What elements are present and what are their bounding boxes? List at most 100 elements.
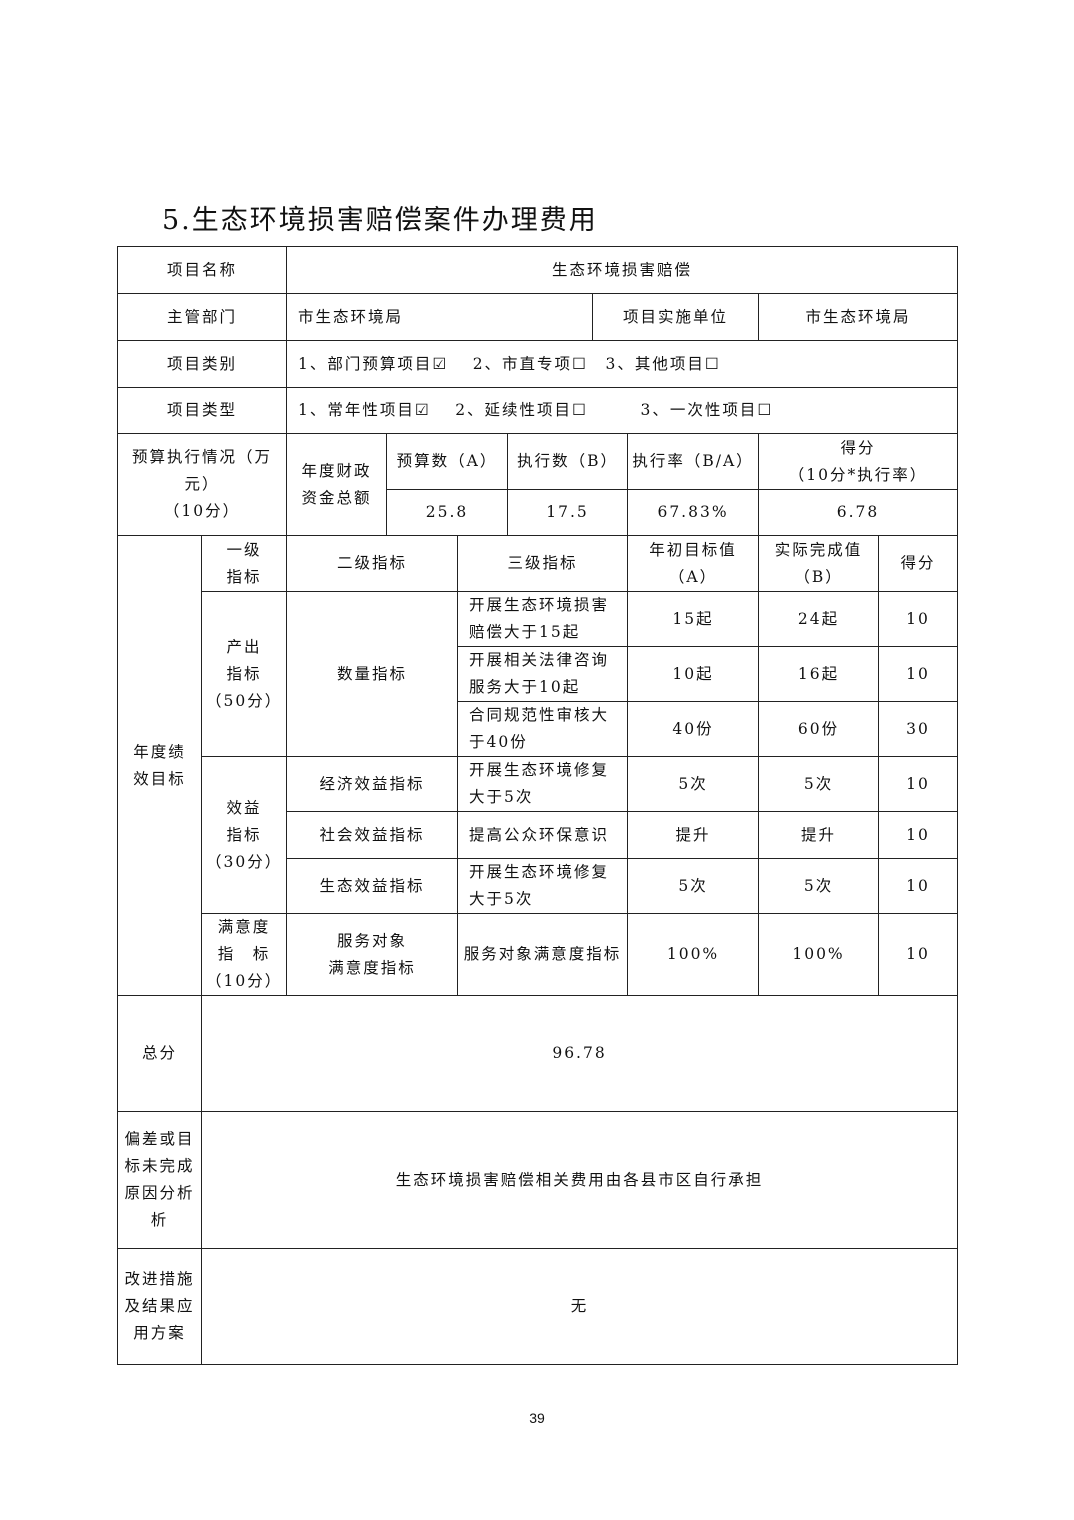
table-row: 开展相关法律咨询服务大于10起 10起 16起 10 xyxy=(118,646,959,702)
budget-amount: 25.8 xyxy=(386,489,509,536)
deviation: 生态环境损害赔偿相关费用由各县市区自行承担 xyxy=(200,1111,959,1249)
table-row: 产出 指标 （50分） 数量指标 开展生态环境损害赔偿大于15起 15起 24起 1… xyxy=(118,591,959,757)
page-number: 39 xyxy=(529,1410,545,1426)
total-funds-label-1: 年度财政 xyxy=(301,461,372,480)
total-funds-label-2: 资金总额 xyxy=(301,488,372,507)
benefit-l1-c: （30分） xyxy=(206,852,283,871)
table-row: 满意度指 标 （10分） 服务对象 满意度指标 服务对象满意度指标 100% 100… xyxy=(118,913,959,996)
exec-amount-label: 执行数（B） xyxy=(507,433,629,490)
dept-label: 主管部门 xyxy=(116,293,288,341)
l2: 社会效益指标 xyxy=(286,811,459,859)
benefit-l1-b: 指标 xyxy=(226,825,262,844)
target: 100% xyxy=(627,913,760,996)
target: 提升 xyxy=(627,811,760,859)
satisfaction-l2-b: 满意度指标 xyxy=(328,958,416,977)
impl-label: 项目实施单位 xyxy=(592,293,760,341)
satisfaction-l1-c: （10分） xyxy=(206,972,283,990)
header-actual: 实际完成值 （B） xyxy=(758,535,880,592)
budget-score-label: 得分 （10分*执行率） xyxy=(758,433,959,490)
budget-label-1: 预算执行情况（万 xyxy=(132,448,273,466)
score: 10 xyxy=(878,858,959,914)
actual: 16起 xyxy=(758,646,880,702)
score: 10 xyxy=(878,811,959,859)
header-l1-b: 指标 xyxy=(226,567,262,586)
target: 5次 xyxy=(627,858,760,914)
satisfaction-l1-a: 满意度 xyxy=(217,918,271,936)
satisfaction-l1-b: 指 标 xyxy=(217,945,271,963)
category: 1、部门预算项目☑ 2、市直专项☐ 3、其他项目☐ xyxy=(286,340,959,388)
table-row: 生态效益指标 开展生态环境修复大于5次 5次 5次 10 xyxy=(118,858,959,914)
header-target-a: 年初目标值 xyxy=(649,540,737,559)
l2: 经济效益指标 xyxy=(286,756,459,812)
budget-label-3: （10分） xyxy=(163,502,241,520)
budget-label: 预算执行情况（万 元） （10分） xyxy=(116,433,288,536)
l3: 开展相关法律咨询服务大于10起 xyxy=(457,646,629,702)
target: 5次 xyxy=(627,756,760,812)
exec-amount: 17.5 xyxy=(507,489,629,536)
deviation-label: 偏差或目标未完成原因分析析 xyxy=(117,1111,202,1249)
target: 10起 xyxy=(627,646,760,702)
satisfaction-l1: 满意度指 标 （10分） xyxy=(200,913,288,996)
satisfaction-l2-a: 服务对象 xyxy=(337,931,408,950)
total-score: 96.78 xyxy=(200,995,959,1112)
performance-table: 项目名称 生态环境损害赔偿 主管部门 市生态环境局 项目实施单位 市生态环境局 … xyxy=(116,246,959,1365)
improve-label: 改进措施及结果应用方案 xyxy=(117,1248,202,1365)
budget-score: 6.78 xyxy=(758,489,959,536)
exec-rate-label: 执行率（B/A） xyxy=(627,433,760,490)
l3: 开展生态环境修复大于5次 xyxy=(457,756,629,812)
budget-score-label-2: （10分*执行率） xyxy=(788,465,928,484)
output-l1-a: 产出 xyxy=(226,637,262,656)
project-name-label: 项目名称 xyxy=(116,246,288,294)
score: 30 xyxy=(878,701,959,757)
budget-score-label-1: 得分 xyxy=(840,438,876,457)
improve: 无 xyxy=(200,1248,959,1365)
perf-label-2: 效目标 xyxy=(133,769,186,788)
actual: 60份 xyxy=(758,701,880,757)
actual: 提升 xyxy=(758,811,880,859)
satisfaction-l2: 服务对象 满意度指标 xyxy=(286,913,459,996)
target: 40份 xyxy=(627,701,760,757)
l3: 服务对象满意度指标 xyxy=(457,913,629,996)
score: 10 xyxy=(878,646,959,702)
header-actual-b: （B） xyxy=(794,567,843,586)
actual: 100% xyxy=(758,913,880,996)
score: 10 xyxy=(878,756,959,812)
l3: 合同规范性审核大于40份 xyxy=(457,701,629,757)
table-row: 社会效益指标 提高公众环保意识 提升 提升 10 xyxy=(118,811,959,859)
l2: 生态效益指标 xyxy=(286,858,459,914)
project-name: 生态环境损害赔偿 xyxy=(286,246,959,294)
header-l3: 三级指标 xyxy=(457,535,629,592)
dept: 市生态环境局 xyxy=(286,293,594,341)
type: 1、常年性项目☑ 2、延续性项目☐ 3、一次性项目☐ xyxy=(286,387,959,434)
page-title: 5.生态环境损害赔偿案件办理费用 xyxy=(162,205,598,236)
table-row: 效益指标 （30分） 经济效益指标 开展生态环境修复大于5次 5次 5次 10 xyxy=(118,756,959,914)
budget-label-2: 元） xyxy=(184,475,220,493)
header-target-b: （A） xyxy=(668,567,718,586)
perf-label-1: 年度绩 xyxy=(133,742,186,761)
score: 10 xyxy=(878,913,959,996)
header-l1-a: 一级 xyxy=(226,540,262,559)
score: 10 xyxy=(878,591,959,647)
type-label: 项目类型 xyxy=(116,387,288,434)
total-funds-label: 年度财政 资金总额 xyxy=(286,433,388,536)
target: 15起 xyxy=(627,591,760,647)
benefit-l1-a: 效益 xyxy=(226,798,262,817)
table-row: 合同规范性审核大于40份 40份 60份 30 xyxy=(118,701,959,757)
output-l1: 产出指标 （50分） xyxy=(200,591,288,757)
output-l2: 数量指标 xyxy=(286,591,459,757)
perf-label: 年度绩 效目标 xyxy=(117,535,202,996)
benefit-l1: 效益指标 （30分） xyxy=(200,756,288,914)
header-actual-a: 实际完成值 xyxy=(774,540,863,559)
exec-rate: 67.83% xyxy=(627,489,760,536)
actual: 5次 xyxy=(758,756,880,812)
output-l1-b: 指标 xyxy=(226,664,262,683)
header-score: 得分 xyxy=(878,535,959,592)
header-l2: 二级指标 xyxy=(286,535,459,592)
l3: 开展生态环境修复大于5次 xyxy=(457,858,629,914)
l3: 提高公众环保意识 xyxy=(457,811,629,859)
header-target: 年初目标值 （A） xyxy=(627,535,760,592)
output-l1-c: （50分） xyxy=(206,691,283,710)
total-label: 总分 xyxy=(117,995,202,1112)
budget-amount-label: 预算数（A） xyxy=(386,433,509,490)
actual: 5次 xyxy=(758,858,880,914)
